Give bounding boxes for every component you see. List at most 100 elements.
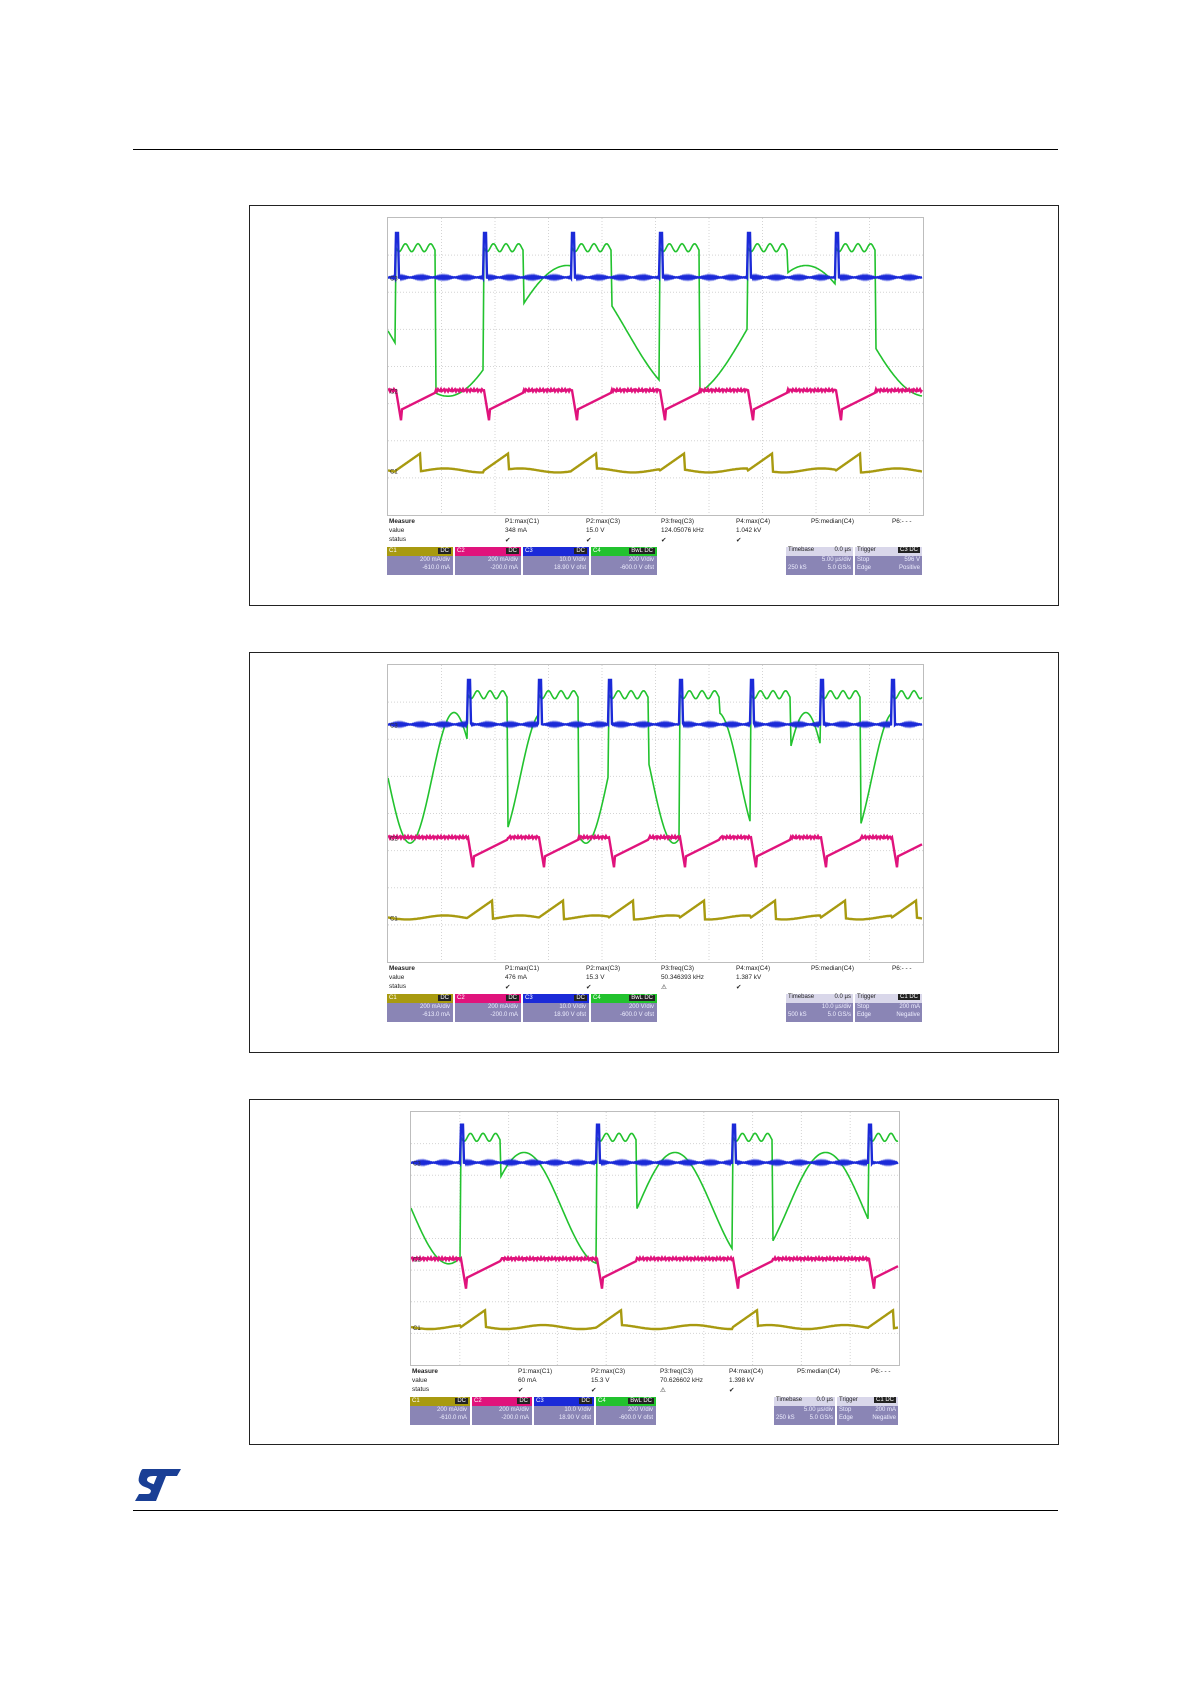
measure-status: ✔ bbox=[661, 537, 667, 544]
measure-label: P5:median(C4) bbox=[811, 965, 854, 972]
channel-header: C4 BwL DC bbox=[591, 547, 657, 556]
channel-offset: -613.0 mA bbox=[422, 1012, 450, 1018]
measure-table: Measure P1:max(C1) P2:max(C3) P3:freq(C3) P4… bbox=[387, 518, 924, 548]
measure-label: P2:max(C3) bbox=[586, 518, 621, 525]
measure-row-label: status bbox=[412, 1386, 430, 1393]
channel-scale: 10.0 V/div bbox=[559, 557, 586, 563]
channel-coupling: DC bbox=[574, 995, 587, 1001]
channel-scale: 200 V/div bbox=[628, 1004, 654, 1010]
measure-label: P5:median(C4) bbox=[811, 518, 854, 525]
trigger-title: Trigger bbox=[839, 1397, 858, 1403]
channel-tag: C3 bbox=[536, 1398, 544, 1404]
measure-status: ✔ bbox=[736, 984, 742, 991]
channel-offset: 18.90 V ofst bbox=[553, 1012, 586, 1018]
measure-row-label: Measure bbox=[412, 1368, 438, 1375]
oscilloscope-capture-3: C3 C2 C1 Measure P1:max(C1) P2:max(C3) P3:freq… bbox=[410, 1111, 900, 1431]
timebase-title: Timebase bbox=[788, 547, 815, 553]
measure-status: ✔ bbox=[586, 984, 592, 991]
channel-coupling: BwL DC bbox=[629, 548, 655, 554]
channel-header: C1 DC bbox=[387, 994, 453, 1003]
trigger-header: Trigger C1 DC bbox=[855, 994, 922, 1003]
scope-screen: C3 C2 C1 bbox=[410, 1111, 900, 1366]
measure-row-label: Measure bbox=[389, 965, 415, 972]
measure-label: P5:median(C4) bbox=[797, 1368, 840, 1375]
channel-scale: 200 mA/div bbox=[487, 557, 518, 563]
channel-tag: C1 bbox=[389, 548, 397, 554]
c3-waveform bbox=[388, 678, 923, 729]
trigger-box: Trigger C3 DC Stop 596 V Edge Positive bbox=[855, 547, 922, 575]
channel-header: C3 DC bbox=[534, 1397, 594, 1406]
c1-waveform bbox=[411, 1308, 899, 1331]
channel-marker: C3 bbox=[390, 723, 398, 729]
channel-tag: C2 bbox=[457, 548, 465, 554]
channel-box-c1: C1 DC 200 mA/div -610.0 mA bbox=[410, 1397, 470, 1425]
timebase-rate: 5.0 GS/s bbox=[827, 1012, 851, 1018]
channel-header: C2 DC bbox=[472, 1397, 532, 1406]
channel-header: C4 BwL DC bbox=[591, 994, 657, 1003]
measure-status: ✔ bbox=[591, 1387, 597, 1394]
timebase-box: Timebase 0.0 µs 5.00 µs/div 250 kS 5.0 GS/s bbox=[774, 1397, 835, 1425]
channel-offset: -200.0 mA bbox=[490, 1012, 518, 1018]
channel-box-c2: C2 DC 200 mA/div -200.0 mA bbox=[472, 1397, 532, 1425]
channel-scale: 200 V/div bbox=[628, 557, 654, 563]
trigger-slope: Negative bbox=[896, 1012, 920, 1018]
trigger-type: Edge bbox=[857, 1012, 872, 1018]
channel-tag: C4 bbox=[593, 995, 601, 1001]
channel-scale: 200 mA/div bbox=[419, 1004, 450, 1010]
measure-status: ⚠ bbox=[660, 1387, 666, 1394]
measure-row: value 60 mA 15.3 V 70.626602 kHz 1.398 kV bbox=[410, 1377, 900, 1386]
channel-box-c4: C4 BwL DC 200 V/div -600.0 V ofst bbox=[591, 994, 657, 1022]
c3-waveform bbox=[388, 231, 923, 284]
channel-offset: -200.0 mA bbox=[501, 1415, 529, 1421]
channel-scale: 200 mA/div bbox=[487, 1004, 518, 1010]
c2-waveform bbox=[388, 385, 923, 421]
channel-box-c4: C4 BwL DC 200 V/div -600.0 V ofst bbox=[591, 547, 657, 575]
measure-label: P6:- - - bbox=[892, 965, 912, 972]
channel-box-c3: C3 DC 10.0 V/div 18.90 V ofst bbox=[523, 994, 589, 1022]
trigger-title: Trigger bbox=[857, 994, 876, 1000]
timebase-div: 5.00 µs/div bbox=[803, 1407, 833, 1413]
measure-label: P2:max(C3) bbox=[586, 965, 621, 972]
st-logo-icon bbox=[133, 1467, 183, 1508]
channel-box-c3: C3 DC 10.0 V/div 18.90 V ofst bbox=[523, 547, 589, 575]
channel-header: C4 BwL DC bbox=[596, 1397, 656, 1406]
trigger-level: 200 mA bbox=[899, 1004, 920, 1010]
measure-label: P1:max(C1) bbox=[505, 965, 540, 972]
c3-waveform bbox=[411, 1123, 899, 1168]
measure-row: Measure P1:max(C1) P2:max(C3) P3:freq(C3) P4… bbox=[410, 1368, 900, 1377]
measure-value: 15.3 V bbox=[591, 1377, 610, 1384]
measure-value: 124.05076 kHz bbox=[661, 527, 704, 534]
timebase-rate: 5.0 GS/s bbox=[809, 1415, 833, 1421]
channel-header: C3 DC bbox=[523, 994, 589, 1003]
channel-header: C2 DC bbox=[455, 994, 521, 1003]
scope-screen: C3 C2 C1 bbox=[387, 217, 924, 516]
channel-header: C3 DC bbox=[523, 547, 589, 556]
timebase-div: 10.0 µs/div bbox=[821, 1004, 851, 1010]
measure-status: ✔ bbox=[505, 984, 511, 991]
c1-waveform bbox=[388, 898, 923, 921]
trigger-slope: Positive bbox=[898, 565, 920, 571]
measure-label: P3:freq(C3) bbox=[661, 965, 695, 972]
channel-box-c4: C4 BwL DC 200 V/div -600.0 V ofst bbox=[596, 1397, 656, 1425]
timebase-delay: 0.0 µs bbox=[816, 1397, 833, 1403]
trigger-type: Edge bbox=[857, 565, 872, 571]
measure-value: 1.042 kV bbox=[736, 527, 762, 534]
trigger-level: 596 V bbox=[904, 557, 920, 563]
channel-scale: 10.0 V/div bbox=[564, 1407, 591, 1413]
timebase-box: Timebase 0.0 µs 10.0 µs/div 500 kS 5.0 GS/s bbox=[786, 994, 853, 1022]
channel-offset: -600.0 V ofst bbox=[618, 1415, 653, 1421]
measure-table: Measure P1:max(C1) P2:max(C3) P3:freq(C3) P4… bbox=[387, 965, 924, 995]
timebase-box: Timebase 0.0 µs 5.00 µs/div 250 kS 5.0 GS/s bbox=[786, 547, 853, 575]
measure-label: P4:max(C4) bbox=[736, 965, 771, 972]
timebase-delay: 0.0 µs bbox=[834, 994, 851, 1000]
measure-value: 15.0 V bbox=[586, 527, 605, 534]
channel-offset: 18.90 V ofst bbox=[558, 1415, 591, 1421]
measure-row: status ✔ ✔ ⚠ ✔ bbox=[410, 1386, 900, 1395]
channel-marker: C2 bbox=[390, 836, 398, 842]
timebase-delay: 0.0 µs bbox=[834, 547, 851, 553]
measure-row: Measure P1:max(C1) P2:max(C3) P3:freq(C3) P4… bbox=[387, 965, 924, 974]
channel-coupling: DC bbox=[579, 1398, 592, 1404]
measure-status: ✔ bbox=[505, 537, 511, 544]
channel-coupling: DC bbox=[574, 548, 587, 554]
trigger-type: Edge bbox=[839, 1415, 854, 1421]
